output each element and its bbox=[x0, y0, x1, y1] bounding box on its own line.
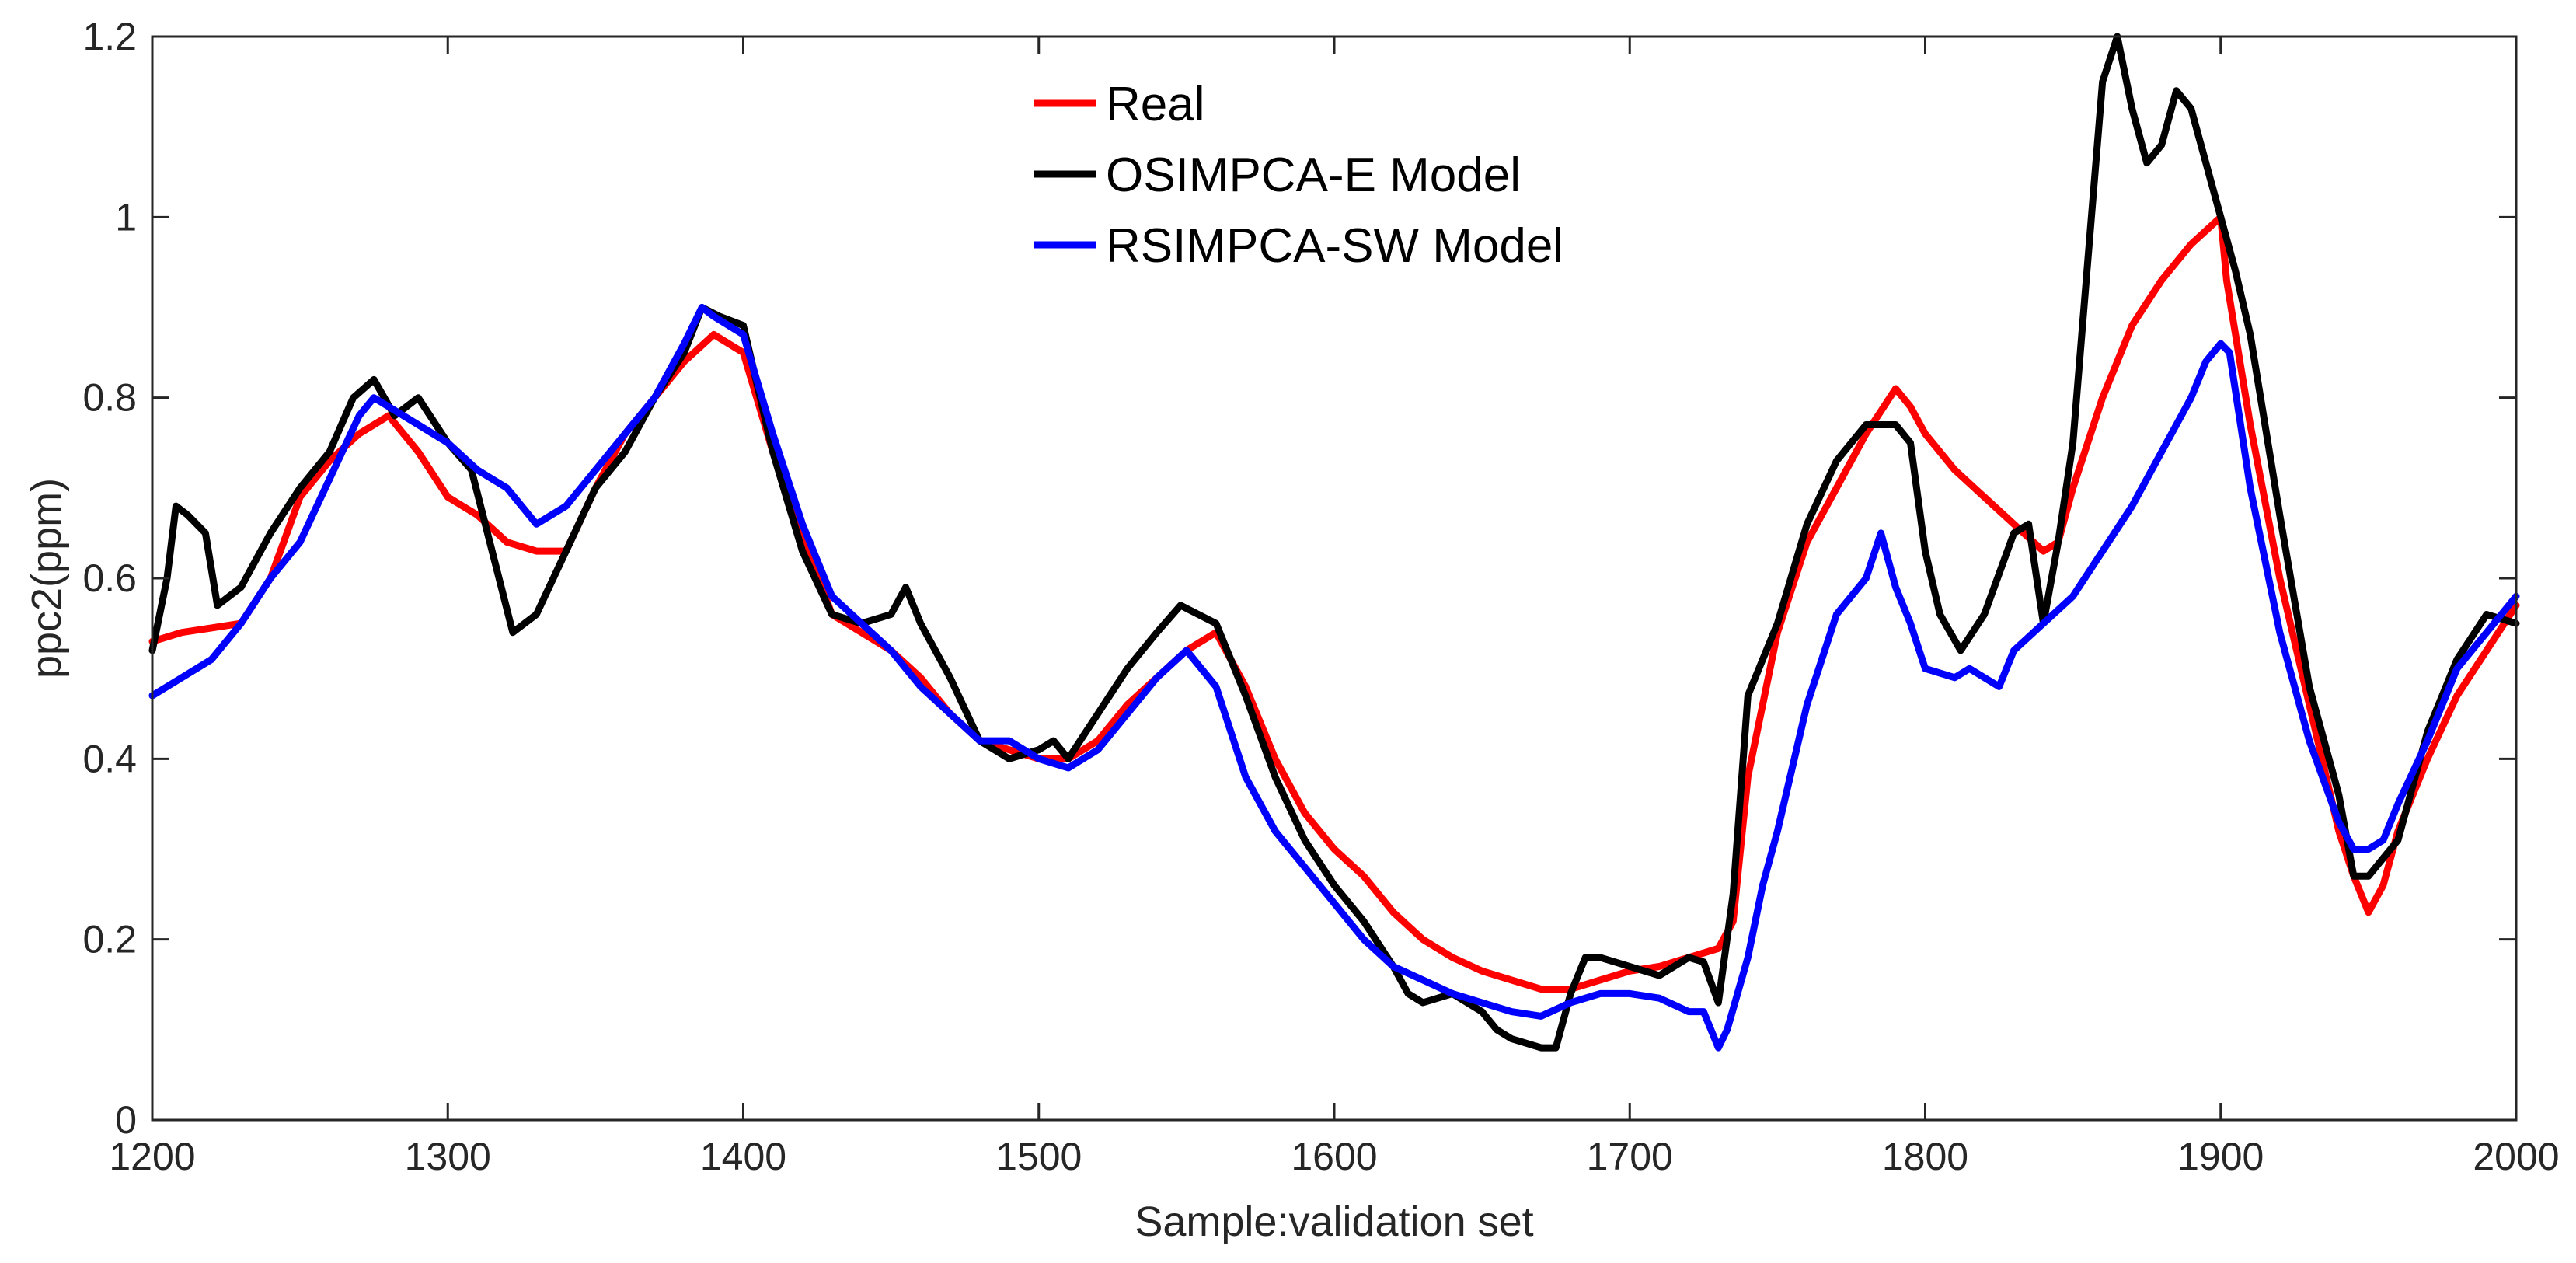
legend: Real OSIMPCA-E Model RSIMPCA-SW Model bbox=[1034, 78, 1563, 273]
ticks-layer: 1200 1300 1400 1500 1600 1700 1800 1900 2000 0 0.2… bbox=[82, 15, 2559, 1178]
series-layer bbox=[148, 33, 2520, 1052]
x-tick-label: 1900 bbox=[2177, 1135, 2264, 1178]
x-tick-label: 1300 bbox=[405, 1135, 491, 1178]
x-axis-title: Sample:validation set bbox=[1135, 1198, 1533, 1245]
y-tick-label: 0.8 bbox=[82, 376, 137, 420]
x-tick-label: 1800 bbox=[1882, 1135, 1968, 1178]
legend-label-1: Real bbox=[1106, 78, 1205, 131]
legend-label-3: RSIMPCA-SW Model bbox=[1106, 219, 1563, 273]
y-tick-label: 0.6 bbox=[82, 556, 137, 600]
x-tick-label: 1600 bbox=[1291, 1135, 1377, 1178]
y-axis-title: ppc2(ppm) bbox=[23, 478, 70, 679]
y-tick-label: 0.2 bbox=[82, 918, 137, 961]
x-tick-label: 1700 bbox=[1587, 1135, 1673, 1178]
legend-label-2: OSIMPCA-E Model bbox=[1106, 148, 1521, 202]
y-tick-label: 0.4 bbox=[82, 737, 137, 780]
y-tick-label: 0 bbox=[115, 1098, 137, 1142]
x-tick-label: 1400 bbox=[700, 1135, 786, 1178]
x-tick-label: 1200 bbox=[109, 1135, 195, 1178]
y-tick-label: 1 bbox=[115, 195, 137, 239]
x-tick-label: 1500 bbox=[995, 1135, 1082, 1178]
y-tick-label: 1.2 bbox=[82, 15, 137, 58]
x-tick-label: 2000 bbox=[2473, 1135, 2559, 1178]
series-line-3 bbox=[148, 304, 2520, 1052]
